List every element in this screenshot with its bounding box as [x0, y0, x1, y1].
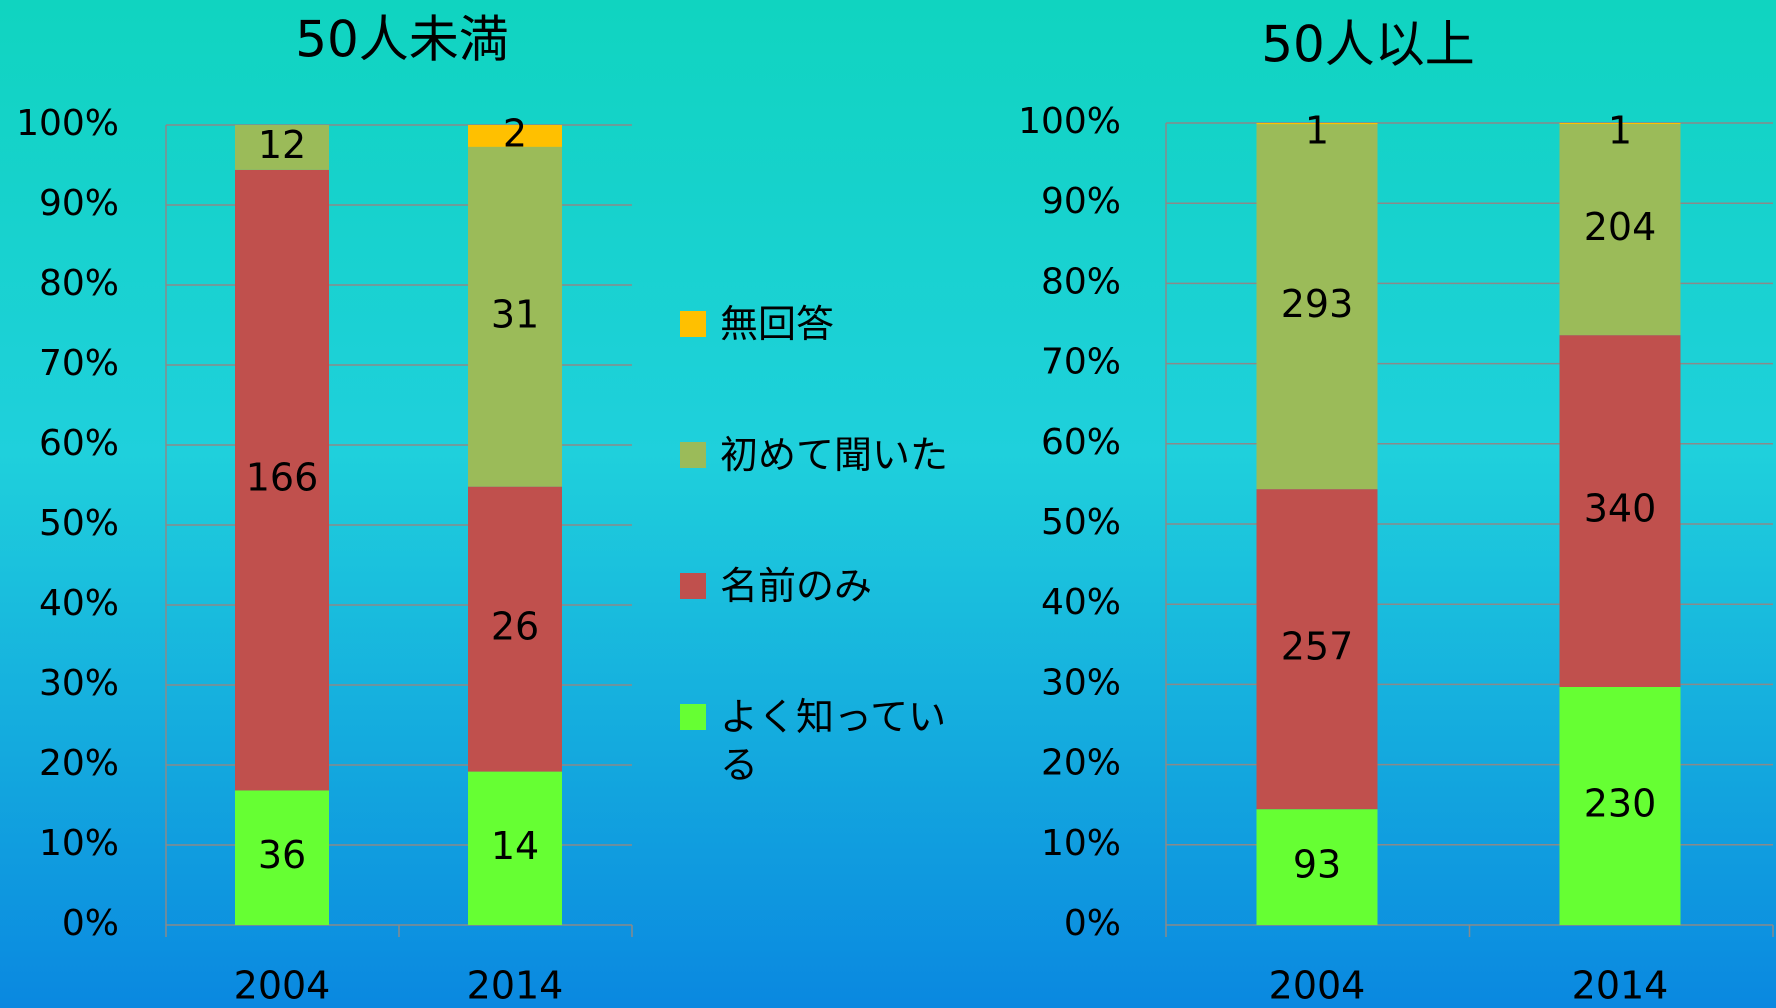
legend-item: 無回答 [680, 300, 1000, 348]
y-tick-label: 30% [1041, 662, 1121, 703]
y-tick-label: 50% [1041, 502, 1121, 543]
legend-item: 初めて聞いた [680, 431, 1000, 479]
x-tick-label: 2004 [1269, 964, 1366, 1008]
legend-swatch [680, 311, 706, 337]
y-tick-label: 70% [39, 343, 119, 384]
data-label: 26 [491, 605, 539, 649]
legend: 無回答初めて聞いた 名前のみよく知っている [680, 300, 1000, 872]
y-tick-label: 20% [39, 743, 119, 784]
data-label: 166 [246, 456, 319, 500]
data-label: 230 [1584, 781, 1657, 825]
x-tick-label: 2004 [234, 964, 331, 1008]
bar-segment [1256, 124, 1378, 490]
y-tick-label: 0% [62, 903, 119, 944]
legend-item: 名前のみ [680, 562, 1000, 610]
y-tick-label: 0% [1064, 903, 1121, 944]
bar-segment [235, 169, 329, 791]
y-tick-label: 40% [1041, 582, 1121, 623]
y-tick-label: 20% [1041, 743, 1121, 784]
y-tick-label: 100% [16, 103, 119, 144]
bar-segment [468, 146, 562, 487]
legend-swatch [680, 573, 706, 599]
y-tick-label: 50% [39, 503, 119, 544]
data-label: 1 [1608, 109, 1632, 153]
x-tick-label: 2014 [1572, 964, 1669, 1008]
data-label: 12 [258, 123, 306, 167]
data-label: 2 [503, 111, 527, 155]
chart-title: 50人未満 [295, 11, 509, 69]
legend-label: 名前のみ [720, 564, 873, 608]
bar-segment [1256, 123, 1378, 125]
y-tick-label: 90% [39, 183, 119, 224]
data-label: 31 [491, 292, 539, 336]
y-tick-label: 40% [39, 583, 119, 624]
data-label: 14 [491, 824, 539, 868]
chart-title: 50人以上 [1261, 16, 1475, 74]
y-tick-label: 30% [39, 663, 119, 704]
bar-segment [468, 771, 562, 925]
bar-segment [1559, 686, 1681, 925]
legend-label: 初めて聞いた [720, 433, 949, 477]
y-tick-label: 60% [39, 423, 119, 464]
bar-segment [1559, 123, 1681, 125]
data-label: 204 [1584, 205, 1657, 249]
legend-swatch [680, 704, 706, 730]
bar-segment [468, 486, 562, 772]
y-tick-label: 60% [1041, 422, 1121, 463]
y-tick-label: 70% [1041, 342, 1121, 383]
y-tick-label: 80% [1041, 261, 1121, 302]
y-tick-label: 100% [1018, 101, 1121, 142]
data-label: 340 [1584, 487, 1657, 531]
y-tick-label: 80% [39, 263, 119, 304]
bar-segment [235, 790, 329, 925]
y-tick-label: 10% [39, 823, 119, 864]
bar-segment [1256, 489, 1378, 810]
bar-segment [1559, 335, 1681, 687]
legend-label: よく知っている [720, 695, 947, 787]
data-label: 293 [1281, 282, 1354, 326]
legend-label: 無回答 [720, 302, 835, 346]
legend-swatch [680, 442, 706, 468]
y-tick-label: 90% [1041, 181, 1121, 222]
bar-segment [468, 125, 562, 147]
x-tick-label: 2014 [467, 964, 564, 1008]
bar-segment [1559, 124, 1681, 336]
data-label: 93 [1293, 843, 1341, 887]
y-tick-label: 10% [1041, 823, 1121, 864]
bar-segment [235, 125, 329, 170]
data-label: 1 [1305, 109, 1329, 153]
data-label: 36 [258, 833, 306, 877]
bar-segment [1256, 809, 1378, 925]
legend-item: よく知っている [680, 693, 1000, 789]
data-label: 257 [1281, 625, 1354, 669]
